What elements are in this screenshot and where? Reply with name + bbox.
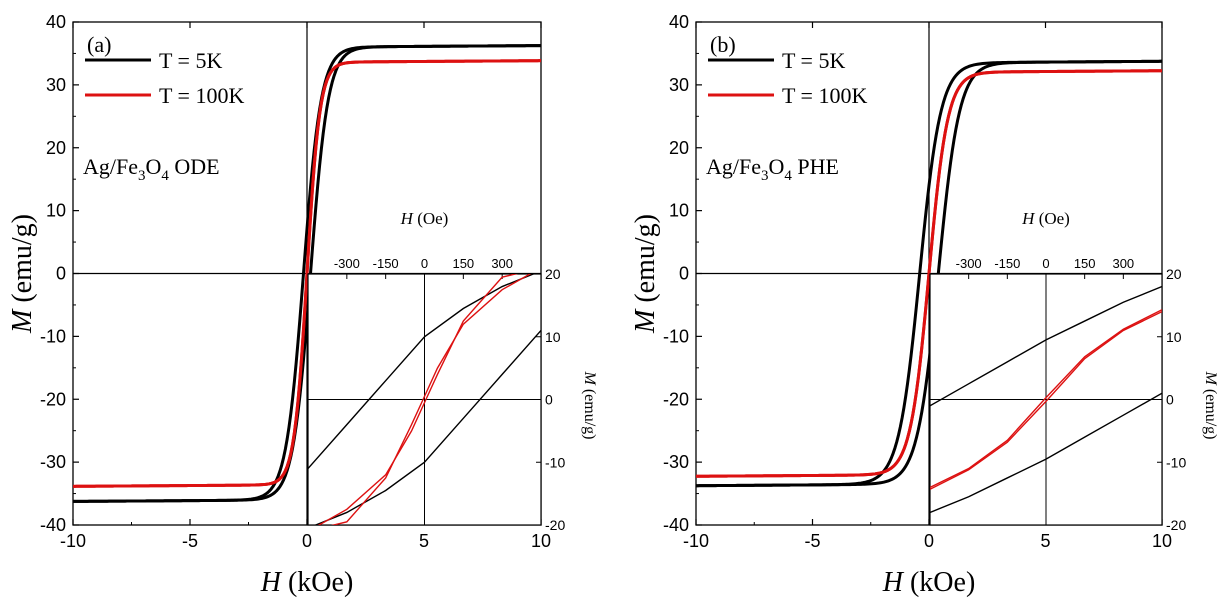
legend: T = 5K T = 100K: [708, 48, 867, 108]
y-tick-label: -10: [40, 326, 66, 346]
x-tick-label: 5: [1040, 531, 1050, 551]
inset-x-tick-label: -150: [994, 256, 1020, 271]
y-tick-label: -30: [663, 452, 689, 472]
y-tick-label: 30: [46, 75, 66, 95]
inset-y-tick-label: 10: [545, 329, 561, 345]
y-tick-label: -20: [663, 389, 689, 409]
y-tick-label: 10: [669, 201, 689, 221]
inset-x-tick-label: 0: [1042, 256, 1049, 271]
inset-x-axis-label: H (Oe): [1021, 209, 1070, 228]
inset-x-tick-label: -150: [373, 256, 399, 271]
legend-label-5k: T = 5K: [159, 48, 222, 73]
inset: -300 -150 0 150 300 -20 -10 0 10 20 H (Oe) M (emu/g…: [307, 209, 598, 533]
y-tick-label: -30: [40, 452, 66, 472]
inset-y-tick-label: 20: [545, 266, 561, 282]
inset-x-tick-label: 150: [452, 256, 474, 271]
inset-y-axis-label: M (emu/g): [581, 371, 598, 440]
inset-loop-100k-branch-2: [930, 311, 1162, 490]
legend-label-100k: T = 100K: [782, 83, 867, 108]
x-tick-label: 5: [419, 531, 429, 551]
sample-label: Ag/Fe3O4 PHE: [706, 154, 839, 184]
y-tick-label: 0: [56, 264, 66, 284]
inset-x-tick-label: 300: [491, 256, 513, 271]
y-tick-label: -40: [663, 515, 689, 535]
loop-5k-descending: [695, 59, 1163, 488]
inset-y-tick-label: 0: [545, 392, 553, 408]
x-tick-label: 0: [302, 531, 312, 551]
panel-label: (a): [87, 32, 111, 57]
inset-x-tick-label: 150: [1074, 256, 1096, 271]
y-tick-label: 20: [669, 138, 689, 158]
y-tick-label: -10: [663, 326, 689, 346]
inset-x-axis-label: H (Oe): [400, 209, 449, 228]
panel-label: (b): [710, 32, 736, 57]
y-tick-label: 30: [669, 75, 689, 95]
inset-y-tick-label: 0: [1166, 392, 1174, 408]
y-tick-label: 40: [46, 12, 66, 32]
loop-100k-descending: [695, 69, 1163, 478]
inset-y-tick-label: 10: [1166, 329, 1182, 345]
legend: T = 5K T = 100K: [85, 48, 244, 108]
y-tick-label: 0: [679, 264, 689, 284]
x-tick-label: 10: [531, 531, 551, 551]
inset-y-tick-label: -20: [1166, 517, 1186, 533]
x-axis-label: H (kOe): [260, 567, 354, 598]
y-tick-label: -40: [40, 515, 66, 535]
inset-x-tick-label: 300: [1112, 256, 1134, 271]
inset-loop-5k-branch-2: [930, 392, 1162, 514]
loop-100k-descending: [72, 59, 542, 488]
x-tick-label: 10: [1152, 531, 1172, 551]
legend-label-5k: T = 5K: [782, 48, 845, 73]
x-tick-label: -10: [60, 531, 86, 551]
y-axis-label: M (emu/g): [7, 214, 38, 334]
inset-y-axis-label: M (emu/g): [1202, 371, 1219, 440]
inset-y-tick-label: 20: [1166, 266, 1182, 282]
inset-loop-100k-branch-1: [930, 309, 1162, 488]
legend-label-100k: T = 100K: [159, 83, 244, 108]
inset-y-tick-label: -10: [545, 454, 565, 470]
y-tick-label: 20: [46, 138, 66, 158]
inset-x-tick-label: 0: [421, 256, 428, 271]
x-tick-label: -5: [804, 531, 820, 551]
x-tick-label: 0: [924, 531, 934, 551]
inset-loop-5k-branch-1: [308, 274, 536, 469]
inset-loop-5k-branch-1: [930, 285, 1162, 407]
inset-loop-100k-branch-1: [330, 274, 532, 525]
inset-loop-5k-branch-2: [313, 330, 541, 525]
y-tick-label: -20: [40, 389, 66, 409]
inset-loop-100k-branch-2: [317, 274, 519, 525]
sample-label: Ag/Fe3O4 ODE: [83, 154, 220, 184]
inset: -300 -150 0 150 300 -20 -10 0 10 20 H (Oe) M (emu/g…: [929, 209, 1219, 533]
x-tick-label: -10: [683, 531, 709, 551]
inset-x-tick-label: -300: [956, 256, 982, 271]
inset-y-tick-label: -10: [1166, 454, 1186, 470]
inset-y-tick-label: -20: [545, 517, 565, 533]
y-tick-label: 40: [669, 12, 689, 32]
x-tick-label: -5: [182, 531, 198, 551]
inset-x-tick-label: -300: [334, 256, 360, 271]
y-axis-label: M (emu/g): [630, 214, 661, 334]
y-tick-label: 10: [46, 201, 66, 221]
loop-5k-descending: [72, 44, 542, 503]
x-axis-label: H (kOe): [882, 567, 976, 598]
